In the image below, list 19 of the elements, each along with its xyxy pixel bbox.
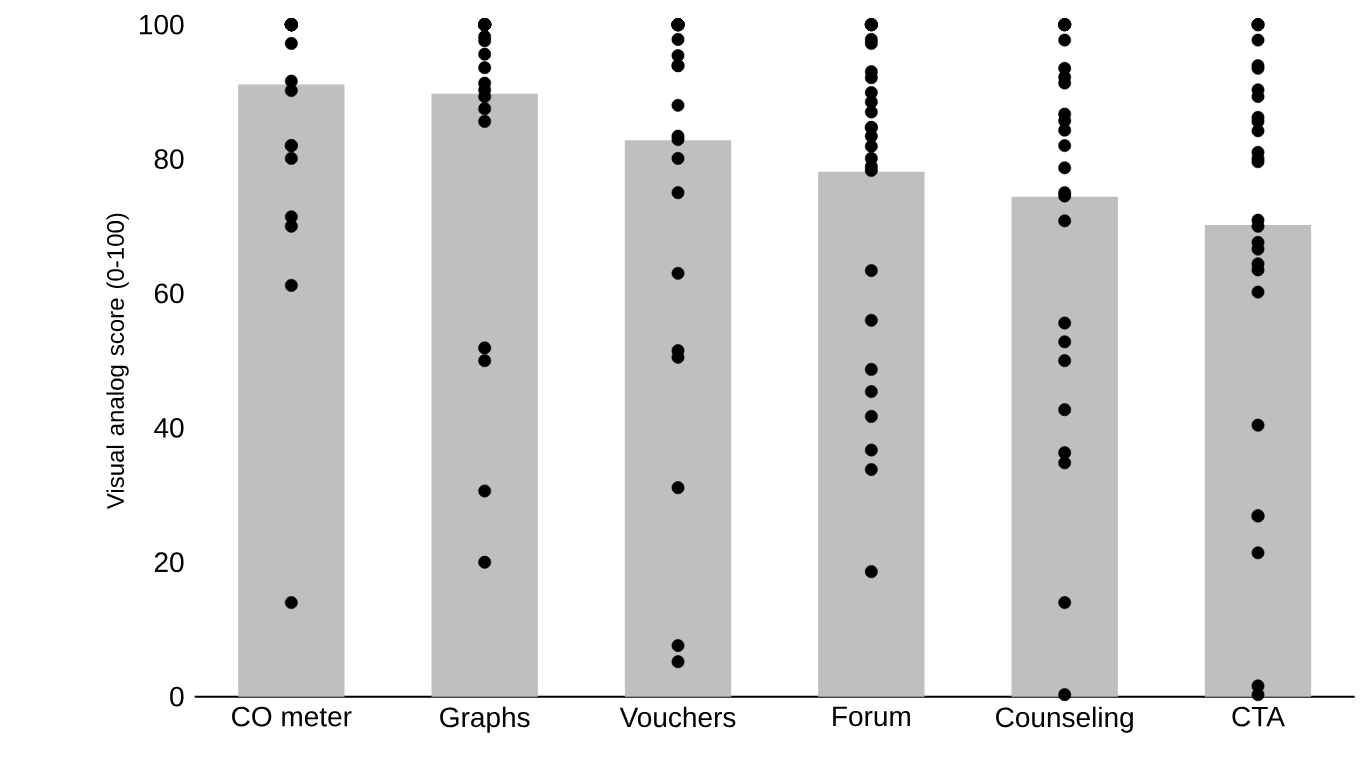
y-tick-label: 40 bbox=[154, 417, 184, 438]
bar bbox=[1204, 224, 1312, 697]
y-axis-title: Visual analog score (0-100) bbox=[106, 213, 129, 510]
x-tick-label: Forum bbox=[833, 706, 910, 727]
y-tick-label: 0 bbox=[170, 686, 184, 707]
bar bbox=[238, 84, 345, 697]
bar bbox=[818, 171, 925, 697]
x-tick-label: Graphs bbox=[440, 706, 530, 733]
y-tick-label: 100 bbox=[140, 14, 184, 35]
x-tick-label: CO meter bbox=[232, 706, 352, 727]
bar bbox=[431, 93, 538, 697]
y-tick-label: 60 bbox=[154, 283, 184, 304]
y-tick-label: 80 bbox=[154, 149, 184, 169]
bar bbox=[1011, 196, 1118, 697]
x-tick-label: Counseling bbox=[996, 706, 1133, 733]
x-tick-label: CTA bbox=[1232, 706, 1285, 727]
x-tick-label: Vouchers bbox=[619, 706, 736, 728]
bar bbox=[624, 140, 732, 697]
y-tick-label: 20 bbox=[154, 552, 184, 573]
